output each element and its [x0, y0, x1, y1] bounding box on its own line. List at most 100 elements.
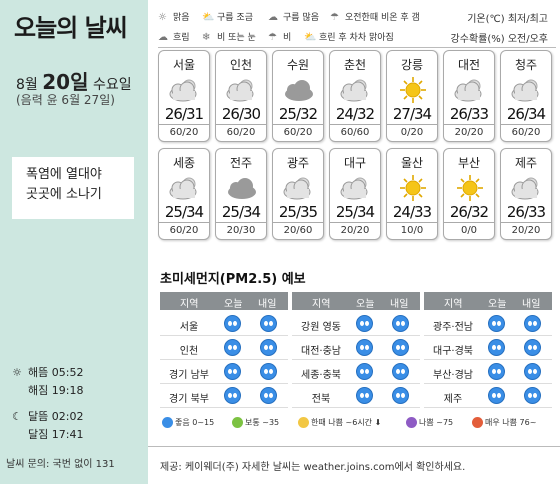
city-card: 수원 25/32 60/20	[272, 50, 324, 142]
city-name: 대구	[343, 156, 367, 170]
city-name: 인천	[229, 58, 253, 72]
good-face-icon	[224, 339, 241, 356]
dust-column: 지역 오늘 내일 광주·전남 대구·경북 부산·경남 제주	[424, 292, 552, 408]
city-rain-prob: 60/20	[273, 124, 323, 138]
good-face-icon	[356, 315, 373, 332]
city-rain-prob: 60/20	[159, 222, 209, 236]
city-rain-prob: 10/0	[387, 222, 437, 236]
dust-legend-normal: 보통 ~35	[245, 418, 280, 427]
dust-col-region: 지역	[312, 299, 331, 310]
cloudy-icon	[507, 76, 547, 104]
overcast-icon	[222, 174, 262, 202]
dust-col-today: 오늘	[224, 299, 243, 310]
page-title: 오늘의 날씨	[14, 14, 128, 42]
dust-col-region: 지역	[444, 299, 463, 310]
good-face-icon	[524, 387, 541, 404]
dust-row: 광주·전남	[424, 312, 552, 336]
cloud-icon: ☁	[268, 12, 278, 23]
overcast-icon	[279, 76, 319, 104]
dust-header: 지역 오늘 내일	[160, 292, 288, 310]
dust-column: 지역 오늘 내일 강원 영동 대전·충남 세종·충북 전북	[292, 292, 420, 408]
good-face-icon	[260, 315, 277, 332]
dust-legend: 좋음 0~15 보통 ~35 한때 나쁨 ~6시간 ⬇ 나쁨 ~75 매우 나쁨…	[160, 415, 556, 433]
dust-row: 제주	[424, 384, 552, 408]
city-rain-prob: 20/20	[444, 124, 494, 138]
dust-row: 세종·충북	[292, 360, 420, 384]
city-rain-prob: 0/0	[444, 222, 494, 236]
city-card: 춘천 24/32 60/60	[329, 50, 381, 142]
headline-line: 곳곳에 소나기	[26, 187, 102, 202]
city-name: 전주	[229, 156, 253, 170]
city-card: 청주 26/34 60/20	[500, 50, 552, 142]
very-bad-face-icon	[472, 417, 483, 428]
city-temp: 24/32	[335, 105, 375, 123]
sun-icon: ☼	[158, 12, 167, 23]
dust-legend-very-bad: 매우 나쁨 76~	[485, 418, 537, 427]
dust-row: 전북	[292, 384, 420, 408]
sidebar	[0, 0, 148, 484]
dust-col-tomorrow: 내일	[390, 299, 409, 310]
dust-col-today: 오늘	[488, 299, 507, 310]
sun-icon	[393, 174, 433, 202]
city-name: 부산	[457, 156, 481, 170]
city-rain-prob: 60/20	[159, 124, 209, 138]
rain-snow-icon: ❄	[202, 32, 211, 43]
cloudy-icon	[279, 174, 319, 202]
city-rain-prob: 60/20	[501, 124, 551, 138]
city-name: 수원	[286, 58, 310, 72]
city-name: 청주	[514, 58, 538, 72]
legend-am-rain: 오전한때 비온 후 갬	[345, 13, 420, 23]
city-card: 부산 26/32 0/0	[443, 148, 495, 240]
dust-legend-bad: 나쁨 ~75	[419, 418, 454, 427]
cloudy-icon	[165, 76, 205, 104]
date-line: 8월 20일 수요일	[16, 66, 132, 95]
dust-region: 대전·충남	[301, 346, 341, 357]
cloudy-icon	[450, 76, 490, 104]
rain-icon: ☂	[268, 32, 277, 43]
dust-legend-good: 좋음 0~15	[175, 418, 215, 427]
sun-icon: ☼	[12, 366, 22, 379]
legend-rain-snow: 비 또는 눈	[217, 33, 256, 43]
city-name: 광주	[286, 156, 310, 170]
good-face-icon	[392, 339, 409, 356]
dust-col-region: 지역	[180, 299, 199, 310]
shower-icon: ☂	[330, 12, 339, 23]
good-face-icon	[162, 417, 173, 428]
city-card: 대전 26/33 20/20	[443, 50, 495, 142]
inquiry-text: 날씨 문의: 국번 없이 131	[6, 459, 115, 470]
good-face-icon	[488, 339, 505, 356]
dust-header: 지역 오늘 내일	[424, 292, 552, 310]
cloudy-icon	[165, 174, 205, 202]
dust-region: 부산·경남	[433, 370, 473, 381]
dust-row: 경기 남부	[160, 360, 288, 384]
cloudy-icon	[222, 76, 262, 104]
city-rain-prob: 20/30	[216, 222, 266, 236]
dust-row: 인천	[160, 336, 288, 360]
good-face-icon	[224, 315, 241, 332]
dust-row: 서울	[160, 312, 288, 336]
city-rain-prob: 60/60	[330, 124, 380, 138]
clearing-icon: ⛅	[304, 32, 317, 43]
dust-column: 지역 오늘 내일 서울 인천 경기 남부 경기 북부	[160, 292, 288, 408]
moon-icon: ☾	[12, 410, 22, 423]
city-card: 전주 25/34 20/30	[215, 148, 267, 240]
city-temp: 26/31	[164, 105, 204, 123]
cloudy-icon	[336, 174, 376, 202]
city-temp: 27/34	[392, 105, 432, 123]
sun-icon	[393, 76, 433, 104]
city-name: 춘천	[343, 58, 367, 72]
city-temp: 26/32	[449, 203, 489, 221]
city-card: 서울 26/31 60/20	[158, 50, 210, 142]
dust-region: 경기 북부	[169, 394, 209, 405]
legend-clear: 맑음	[173, 13, 190, 23]
temp-note: 기온(℃) 최저/최고	[467, 14, 548, 25]
city-temp: 26/33	[449, 105, 489, 123]
date-month: 8월	[16, 77, 38, 93]
moonrise-row: ☾ 달뜸 02:02	[10, 408, 83, 424]
good-face-icon	[260, 339, 277, 356]
city-rain-prob: 20/20	[501, 222, 551, 236]
bad-short-face-icon	[298, 417, 309, 428]
dust-header: 지역 오늘 내일	[292, 292, 420, 310]
city-name: 세종	[172, 156, 196, 170]
city-rain-prob: 60/20	[216, 124, 266, 138]
